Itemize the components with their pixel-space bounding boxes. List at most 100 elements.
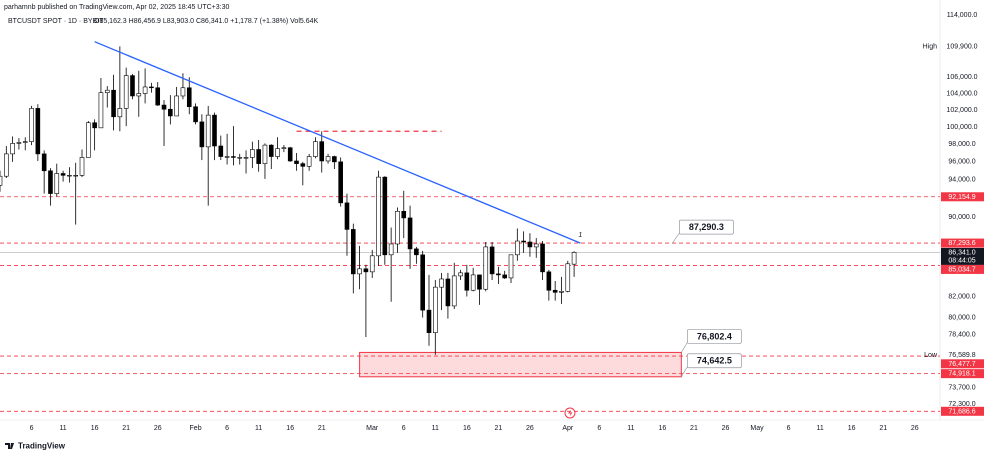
candle [111, 74, 116, 131]
price-badge-label: 85,034.7 [948, 266, 975, 273]
candle-body [464, 272, 470, 291]
countdown-label: 08:44:05 [948, 257, 975, 264]
callout-box [686, 353, 742, 369]
price-badge [941, 264, 984, 274]
x-tick-label: 6 [787, 425, 791, 432]
candle-body [496, 273, 501, 276]
candle-body [508, 254, 514, 279]
y-tick-label: 72,300.0 [948, 401, 975, 408]
candle [275, 137, 280, 160]
candle [130, 74, 135, 100]
x-tick-label: 6 [30, 425, 34, 432]
candle [98, 78, 104, 129]
candle-body [426, 309, 432, 333]
x-tick-label: 26 [526, 425, 534, 432]
candle [149, 82, 154, 93]
candle [313, 137, 318, 159]
candle [35, 104, 41, 161]
candle [344, 193, 350, 256]
price-badge [941, 406, 984, 416]
x-tick-label: 6 [225, 425, 229, 432]
x-tick-label: 21 [690, 425, 698, 432]
x-tick-label: 11 [816, 425, 823, 432]
candle [496, 266, 501, 285]
price-badge-label: 87,293.6 [948, 240, 975, 247]
candle [4, 145, 9, 179]
candle [29, 105, 34, 146]
candle-body [16, 142, 22, 144]
callout-box [686, 329, 742, 344]
candle-body [407, 217, 413, 250]
candle-body [224, 156, 230, 158]
candle-body [483, 246, 489, 290]
candle-body [130, 75, 135, 97]
candle-body [98, 92, 104, 129]
candle [54, 163, 60, 197]
candle [571, 251, 577, 277]
candle [552, 281, 558, 301]
candle [136, 70, 142, 117]
candle [268, 144, 274, 170]
ohlc-legend: O85,162.3 H86,456.9 L83,903.0 C86,341.0 … [94, 18, 319, 25]
callout-box [679, 219, 734, 235]
x-tick-label: 21 [318, 425, 326, 432]
candle-body [521, 240, 526, 243]
candle-body [168, 108, 173, 117]
price-badge-label: 92,154.9 [948, 194, 975, 201]
candle [470, 267, 476, 292]
candle-body [218, 145, 224, 157]
candle-body [41, 153, 47, 172]
candle-body [414, 248, 419, 256]
candle-body [79, 157, 85, 176]
price-badge-label: 86,341.0 [948, 249, 975, 256]
brand-icon [5, 443, 14, 449]
price-badge-label: 76,589.8 [948, 352, 975, 359]
candle [231, 126, 236, 166]
candle [60, 170, 66, 182]
candle-body [300, 163, 306, 167]
candle-body [533, 243, 539, 248]
x-tick-label: 16 [848, 425, 856, 432]
candle-body [67, 175, 72, 177]
candle-body [142, 86, 148, 94]
candle [212, 112, 217, 161]
candle-body [54, 173, 60, 194]
candle [502, 270, 507, 279]
candle-body [0, 175, 3, 186]
candle-body [262, 144, 268, 164]
candle-body [111, 89, 116, 118]
candle-body [451, 275, 457, 307]
candle [73, 162, 79, 225]
candle [237, 153, 243, 165]
candle-body [470, 274, 476, 291]
candle [439, 272, 444, 311]
candle [363, 264, 369, 338]
extreme-tag: High [923, 43, 938, 50]
x-tick-label: 16 [286, 425, 294, 432]
candle [395, 207, 400, 253]
candle-body [332, 156, 337, 163]
candle-body [319, 141, 325, 162]
price-badge-label: 74,918.1 [948, 371, 975, 378]
candle [48, 168, 53, 206]
candle [92, 119, 97, 151]
candle [489, 242, 495, 280]
candle [546, 269, 552, 301]
candle [104, 86, 110, 108]
candle [41, 150, 47, 194]
callout-label: 87,290.3 [689, 222, 724, 232]
candle-body [515, 240, 520, 256]
x-tick-label: 11 [432, 425, 439, 432]
x-tick-label: 26 [911, 425, 919, 432]
candle-body [92, 122, 97, 129]
candle-body [86, 122, 91, 158]
candle [515, 228, 520, 261]
candle-body [180, 87, 186, 97]
candle-body [388, 243, 394, 256]
candle-body [48, 170, 53, 194]
x-tick-label: Feb [190, 425, 202, 432]
candle-body [540, 243, 545, 273]
candle-body [527, 241, 533, 248]
alert-icon [564, 407, 576, 419]
candle-body [552, 289, 558, 293]
